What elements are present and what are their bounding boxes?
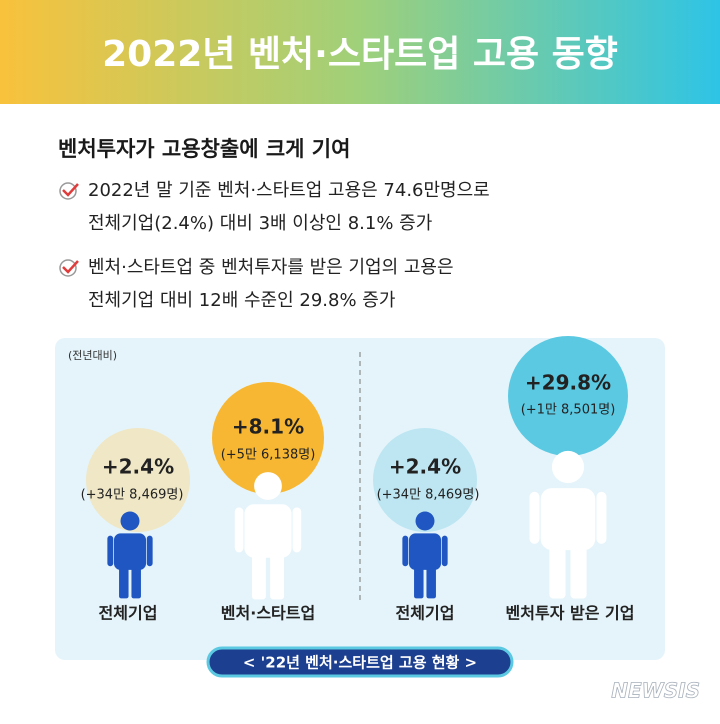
- circle: [212, 382, 324, 494]
- headline: 벤처투자가 고용창출에 크게 기여: [58, 137, 350, 161]
- caption-pill: [206, 646, 514, 678]
- title: 2022년 벤처·스타트업 고용 동향: [102, 34, 618, 75]
- check-icon: [59, 182, 79, 200]
- group-label: 벤처·스타트업: [221, 604, 315, 623]
- bullet-line: 전체기업 대비 12배 수준인 29.8% 증가: [88, 290, 395, 311]
- group-label: 전체기업: [99, 604, 158, 623]
- caption: < '22년 벤처·스타트업 고용 현황 >: [243, 654, 477, 672]
- circle: [86, 428, 190, 532]
- bullet-line: 전체기업(2.4%) 대비 3배 이상인 8.1% 증가: [88, 213, 432, 234]
- count: (+34만 8,469명): [377, 488, 480, 503]
- circle: [508, 336, 628, 456]
- person-icon: [234, 472, 302, 600]
- watermark: NEWSIS: [611, 679, 700, 703]
- count: (+5만 6,138명): [221, 448, 316, 463]
- rate: +2.4%: [389, 455, 461, 479]
- rate: +2.4%: [102, 455, 174, 479]
- bullet-line: 2022년 말 기준 벤처·스타트업 고용은 74.6만명으로: [88, 180, 490, 201]
- circle: [373, 428, 477, 532]
- count: (+1만 8,501명): [521, 403, 616, 418]
- group-label: 전체기업: [396, 604, 455, 623]
- count: (+34만 8,469명): [81, 488, 184, 503]
- check-icon: [59, 259, 79, 277]
- person-icon: [529, 450, 607, 599]
- rate: +8.1%: [232, 415, 304, 439]
- person-icon: [402, 511, 448, 599]
- rate: +29.8%: [525, 371, 611, 395]
- header-band: [0, 0, 720, 104]
- bullet-line: 벤처·스타트업 중 벤처투자를 받은 기업의 고용은: [88, 257, 454, 278]
- note: (전년대비): [68, 349, 117, 362]
- group-label: 벤처투자 받은 기업: [506, 604, 635, 623]
- person-icon: [107, 511, 153, 599]
